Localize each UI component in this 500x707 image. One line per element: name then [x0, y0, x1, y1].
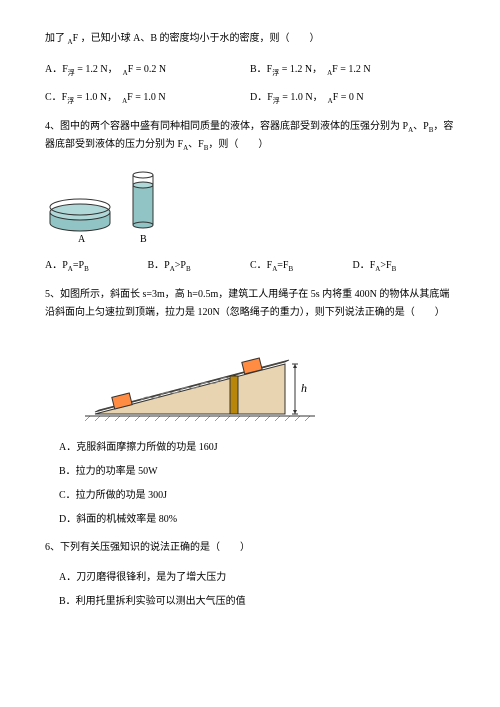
q6-optA: A．刀刃磨得很锋利，是为了增大压力: [45, 569, 455, 587]
q6-text: 6、下列有关压强知识的说法正确的是（ ）: [45, 539, 455, 557]
q4-diagram: A B: [45, 167, 455, 247]
q3-suffix: ，已知小球 A、B 的密度均小于水的密度，则（ ）: [81, 33, 320, 44]
q5-optB: B．拉力的功率是 50W: [45, 463, 455, 481]
q3-optA: A．F浮 = 1.2 N， AF = 0.2 N: [45, 61, 250, 80]
q3-fsym: F: [73, 33, 79, 44]
q3-text: 加了 AF ，已知小球 A、B 的密度均小于水的密度，则（ ）: [45, 30, 455, 49]
q4-text: 4、图中的两个容器中盛有同种相同质量的液体，容器底部受到液体的压强分别为 PA、…: [45, 118, 455, 155]
q3-prefix: 加了: [45, 33, 68, 44]
q5-optA: A．克服斜面摩擦力所做的功是 160J: [45, 439, 455, 457]
q6-optB: B．利用托里拆利实验可以测出大气压的值: [45, 593, 455, 611]
q3-optC: C．F浮 = 1.0 N， AF = 1.0 N: [45, 89, 250, 108]
q5-text: 5、如图所示，斜面长 s=3m，高 h=0.5m，建筑工人用绳子在 5s 内将重…: [45, 286, 455, 322]
q5-diagram: h: [45, 334, 455, 429]
svg-text:h: h: [301, 381, 307, 395]
q4-optB: B．PA>PB: [148, 257, 251, 276]
q4-optD: D．FA>FB: [353, 257, 456, 276]
q4-label-a: A: [78, 234, 86, 245]
q3-options-row2: C．F浮 = 1.0 N， AF = 1.0 N D．F浮 = 1.0 N， A…: [45, 89, 455, 108]
q3-options-row1: A．F浮 = 1.2 N， AF = 0.2 N B．F浮 = 1.2 N， A…: [45, 61, 455, 80]
q4-optC: C．FA=FB: [250, 257, 353, 276]
q4-optA: A．PA=PB: [45, 257, 148, 276]
q4-options: A．PA=PB B．PA>PB C．FA=FB D．FA>FB: [45, 257, 455, 276]
q6-options: A．刀刃磨得很锋利，是为了增大压力 B．利用托里拆利实验可以测出大气压的值: [45, 569, 455, 611]
q3-optB: B．F浮 = 1.2 N， AF = 1.2 N: [250, 61, 455, 80]
q5-options: A．克服斜面摩擦力所做的功是 160J B．拉力的功率是 50W C．拉力所做的…: [45, 439, 455, 529]
q4-label-b: B: [140, 234, 147, 245]
q5-optC: C．拉力所做的功是 300J: [45, 487, 455, 505]
q5-optD: D．斜面的机械效率是 80%: [45, 511, 455, 529]
q3-optD: D．F浮 = 1.0 N， AF = 0 N: [250, 89, 455, 108]
